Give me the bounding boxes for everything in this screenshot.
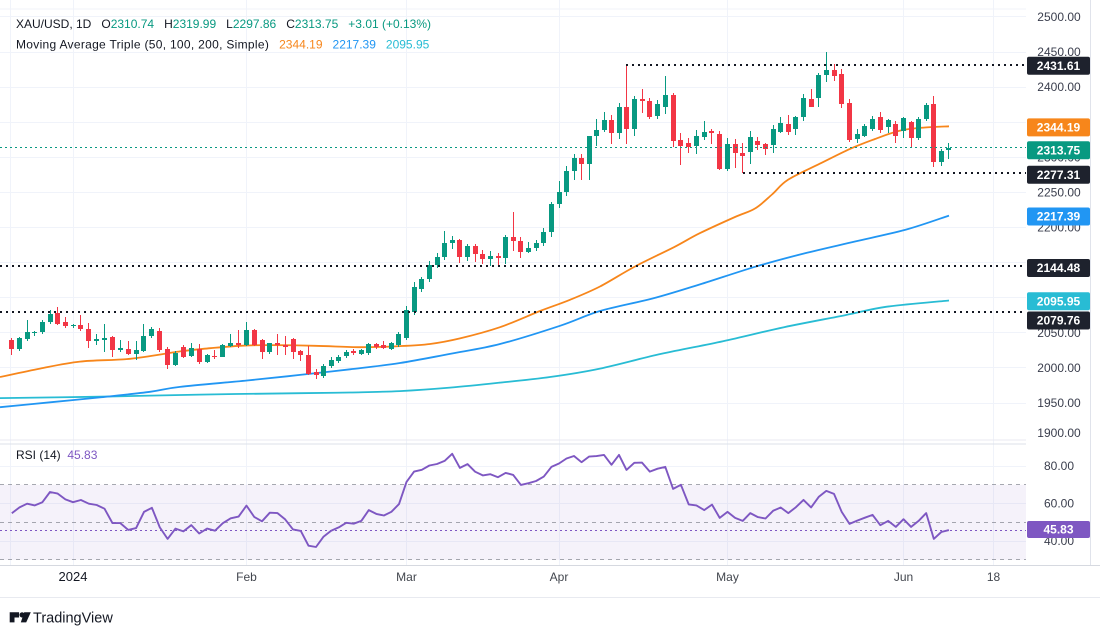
svg-text:Apr: Apr <box>550 570 569 584</box>
svg-text:2095.95: 2095.95 <box>1037 294 1081 308</box>
svg-text:2450.00: 2450.00 <box>1037 45 1081 59</box>
svg-text:2400.00: 2400.00 <box>1037 80 1081 94</box>
svg-text:2000.00: 2000.00 <box>1037 361 1081 375</box>
svg-text:Feb: Feb <box>236 570 257 584</box>
svg-text:2144.48: 2144.48 <box>1037 261 1081 275</box>
svg-text:Moving Average Triple (50, 100: Moving Average Triple (50, 100, 200, Sim… <box>16 38 430 52</box>
svg-text:Mar: Mar <box>396 570 417 584</box>
svg-text:1950.00: 1950.00 <box>1037 396 1081 410</box>
svg-text:May: May <box>716 570 739 584</box>
svg-text:2500.00: 2500.00 <box>1037 10 1081 24</box>
svg-text:2431.61: 2431.61 <box>1037 59 1081 73</box>
svg-text:RSI (14) 45.83: RSI (14) 45.83 <box>16 448 98 462</box>
svg-text:1900.00: 1900.00 <box>1037 426 1081 440</box>
svg-text:18: 18 <box>987 570 1001 584</box>
svg-text:2250.00: 2250.00 <box>1037 185 1081 199</box>
svg-text:2313.75: 2313.75 <box>1037 143 1081 157</box>
svg-text:2344.19: 2344.19 <box>1037 121 1081 135</box>
svg-text:2024: 2024 <box>59 569 88 584</box>
svg-text:80.00: 80.00 <box>1044 459 1074 473</box>
svg-text:60.00: 60.00 <box>1044 497 1074 511</box>
svg-text:45.83: 45.83 <box>1043 523 1073 537</box>
svg-text:Jun: Jun <box>894 570 913 584</box>
svg-text:2079.76: 2079.76 <box>1037 314 1081 328</box>
svg-text:XAU/USD, 1D O2310.74 H2319: XAU/USD, 1D O2310.74 H2319.99 L2297.86 C… <box>16 17 431 31</box>
svg-text:2277.31: 2277.31 <box>1037 168 1081 182</box>
svg-text:TradingView: TradingView <box>33 611 113 627</box>
svg-text:2217.39: 2217.39 <box>1037 210 1081 224</box>
